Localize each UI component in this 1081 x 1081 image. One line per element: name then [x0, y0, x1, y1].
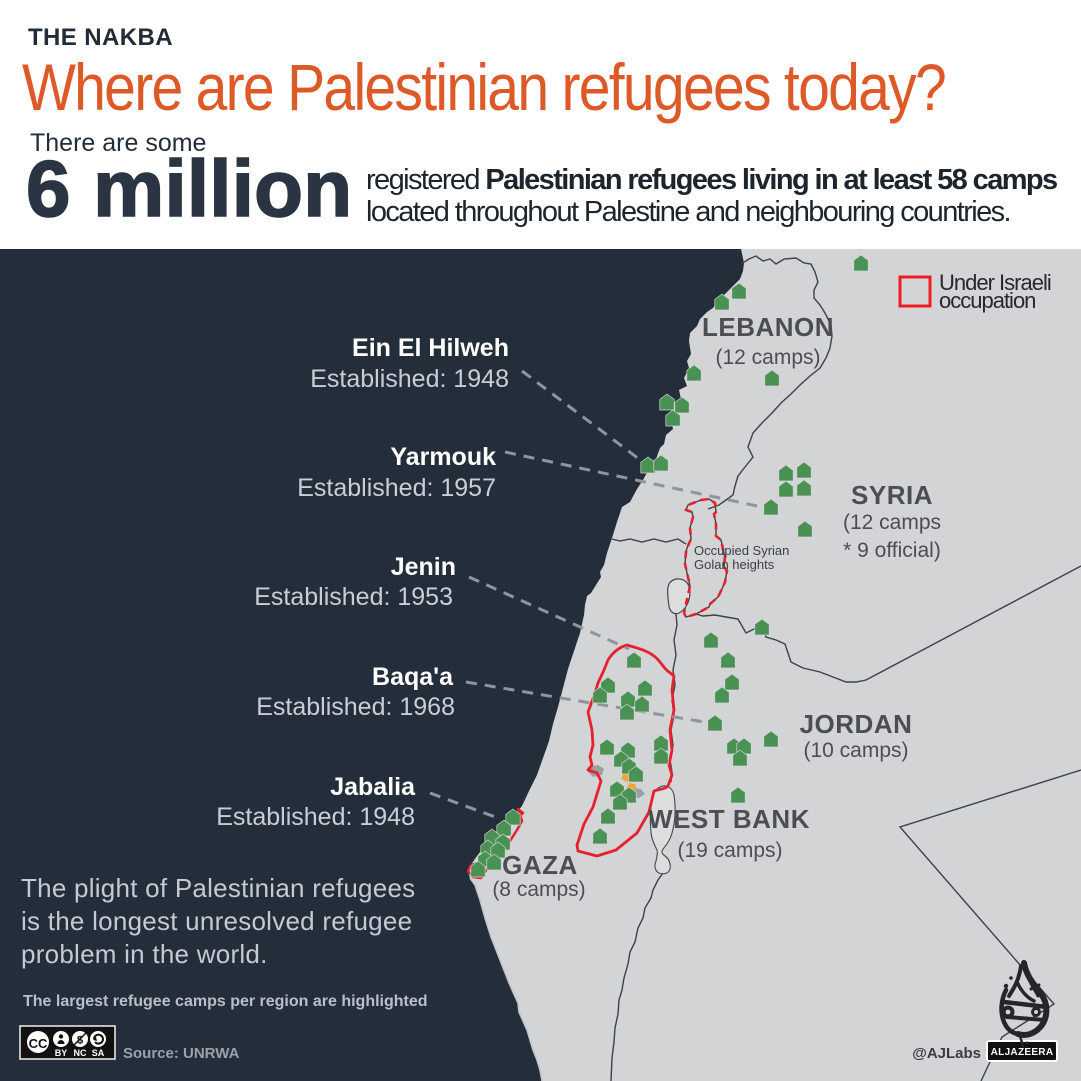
svg-text:$: $	[77, 1035, 83, 1047]
svg-text:BY: BY	[55, 1048, 68, 1058]
svg-text:(12 camps: (12 camps	[843, 511, 941, 534]
svg-text:WEST BANK: WEST BANK	[648, 804, 810, 834]
svg-text:NC: NC	[74, 1048, 87, 1058]
svg-text:(8 camps): (8 camps)	[492, 878, 585, 901]
svg-text:Under Israeli: Under Israeli	[939, 270, 1051, 295]
svg-text:(19 camps): (19 camps)	[677, 839, 782, 862]
svg-text:JORDAN: JORDAN	[800, 709, 913, 739]
svg-text:Established: 1948: Established: 1948	[310, 365, 509, 393]
svg-text:@AJLabs: @AJLabs	[912, 1045, 981, 1062]
svg-text:Golan heights: Golan heights	[694, 557, 775, 572]
svg-text:GAZA: GAZA	[502, 850, 578, 880]
svg-text:Source: UNRWA: Source: UNRWA	[123, 1045, 240, 1062]
svg-text:Established: 1957: Established: 1957	[297, 474, 496, 502]
svg-text:problem in the world.: problem in the world.	[21, 939, 268, 969]
svg-text:SA: SA	[92, 1048, 105, 1058]
svg-text:is the longest unresolved refu: is the longest unresolved refugee	[21, 906, 412, 936]
svg-text:(12 camps): (12 camps)	[715, 346, 820, 369]
svg-text:Established: 1968: Established: 1968	[256, 693, 455, 721]
svg-text:Jabalia: Jabalia	[330, 773, 416, 801]
svg-text:Baqa'a: Baqa'a	[372, 663, 454, 691]
svg-text:Ein El Hilweh: Ein El Hilweh	[352, 334, 509, 362]
svg-text:ALJAZEERA: ALJAZEERA	[991, 1047, 1054, 1058]
svg-text:Established: 1948: Established: 1948	[216, 803, 415, 831]
svg-text:* 9 official): * 9 official)	[843, 539, 941, 562]
svg-text:Jenin: Jenin	[391, 553, 456, 581]
svg-text:Established: 1953: Established: 1953	[254, 583, 453, 611]
svg-text:CC: CC	[29, 1036, 48, 1051]
svg-text:The largest refugee camps per: The largest refugee camps per region are…	[23, 993, 428, 1010]
svg-text:The plight of Palestinian refu: The plight of Palestinian refugees	[21, 873, 415, 903]
svg-text:Occupied Syrian: Occupied Syrian	[694, 543, 789, 558]
svg-text:LEBANON: LEBANON	[702, 312, 834, 342]
svg-text:SYRIA: SYRIA	[851, 480, 933, 510]
svg-text:occupation: occupation	[939, 288, 1035, 313]
svg-text:Yarmouk: Yarmouk	[390, 443, 496, 471]
svg-text:(10 camps): (10 camps)	[803, 739, 908, 762]
